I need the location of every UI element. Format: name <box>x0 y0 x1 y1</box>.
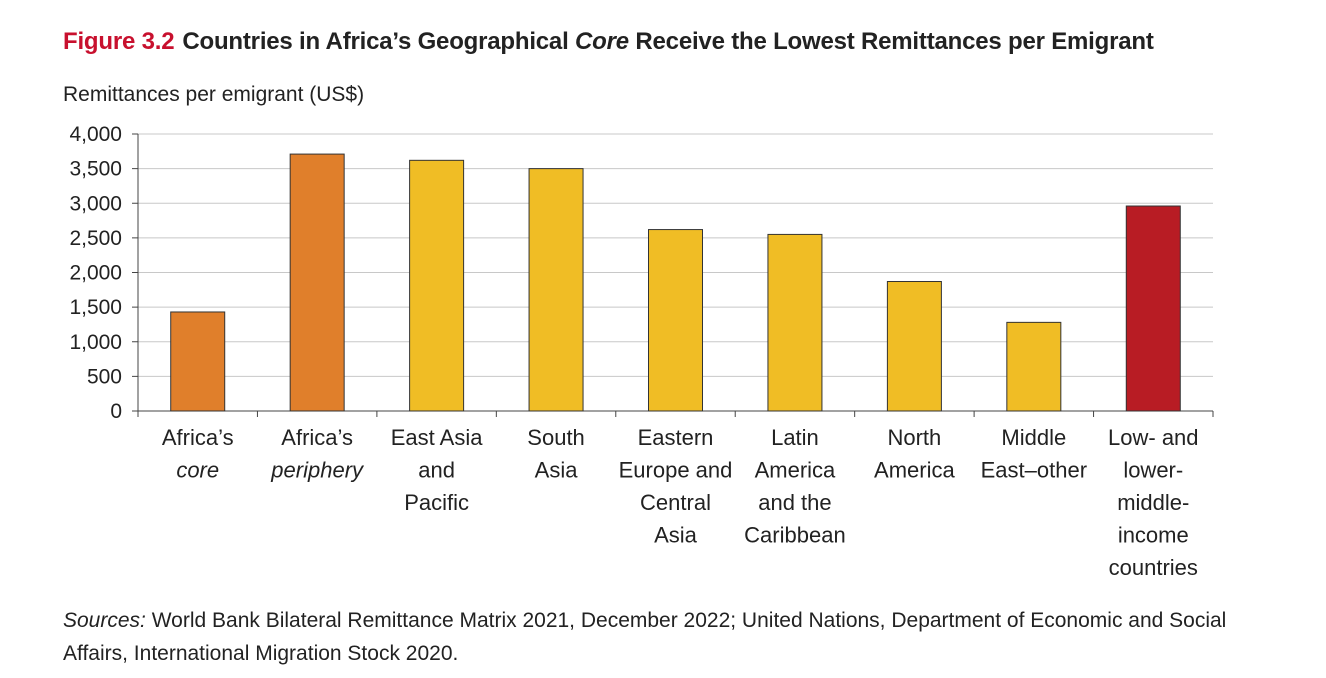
y-tick-label: 500 <box>87 365 122 388</box>
y-tick-label: 2,000 <box>69 262 122 285</box>
x-tick-label: Low- and lower-middle-income countries <box>1108 425 1199 580</box>
bar <box>1006 321 1062 412</box>
x-tick-label: Middle East–other <box>981 425 1087 483</box>
bar <box>528 168 584 412</box>
bar <box>170 311 226 412</box>
y-tick-label: 1,000 <box>69 331 122 354</box>
sources-text: World Bank Bilateral Remittance Matrix 2… <box>63 609 1227 665</box>
bar <box>289 153 345 412</box>
y-tick-label: 1,500 <box>69 296 122 319</box>
x-tick-label: Africa’s core <box>162 425 234 483</box>
x-tick-label: Africa’s periphery <box>270 425 365 483</box>
figure-label: Figure 3.2 <box>63 28 175 55</box>
y-tick-label: 0 <box>110 400 122 423</box>
figure-title: Figure 3.2 Countries in Africa’s Geograph… <box>63 28 1154 56</box>
y-tick-label: 2,500 <box>69 227 122 250</box>
y-tick-label: 3,000 <box>69 192 122 215</box>
bar <box>767 233 823 412</box>
title-text-before: Countries in Africa’s Geographical <box>182 28 569 55</box>
y-tick-label: 3,500 <box>69 158 122 181</box>
x-tick-label: Eastern Europe and Central Asia <box>619 425 733 548</box>
sources-note: Sources: World Bank Bilateral Remittance… <box>63 604 1243 670</box>
y-axis-label: Remittances per emigrant (US$) <box>63 83 365 106</box>
x-tick-label: North America <box>874 425 955 483</box>
title-text-after: Receive the Lowest Remittances per Emigr… <box>635 28 1154 55</box>
y-tick-label: 4,000 <box>69 123 122 146</box>
bar <box>1125 205 1181 412</box>
bar <box>648 229 703 412</box>
sources-label: Sources: <box>63 609 146 632</box>
x-tick-label: East Asia and Pacific <box>391 425 483 515</box>
x-tick-label: South Asia <box>527 425 585 483</box>
bar <box>409 159 465 412</box>
title-text-emphasis: Core <box>575 28 629 55</box>
bar-chart: 0 500 1,000 1,500 2,000 2,500 3,000 3,500 4,000 A… <box>69 123 1214 580</box>
bar <box>886 281 942 412</box>
x-tick-label: Latin America and the Caribbean <box>744 425 846 548</box>
